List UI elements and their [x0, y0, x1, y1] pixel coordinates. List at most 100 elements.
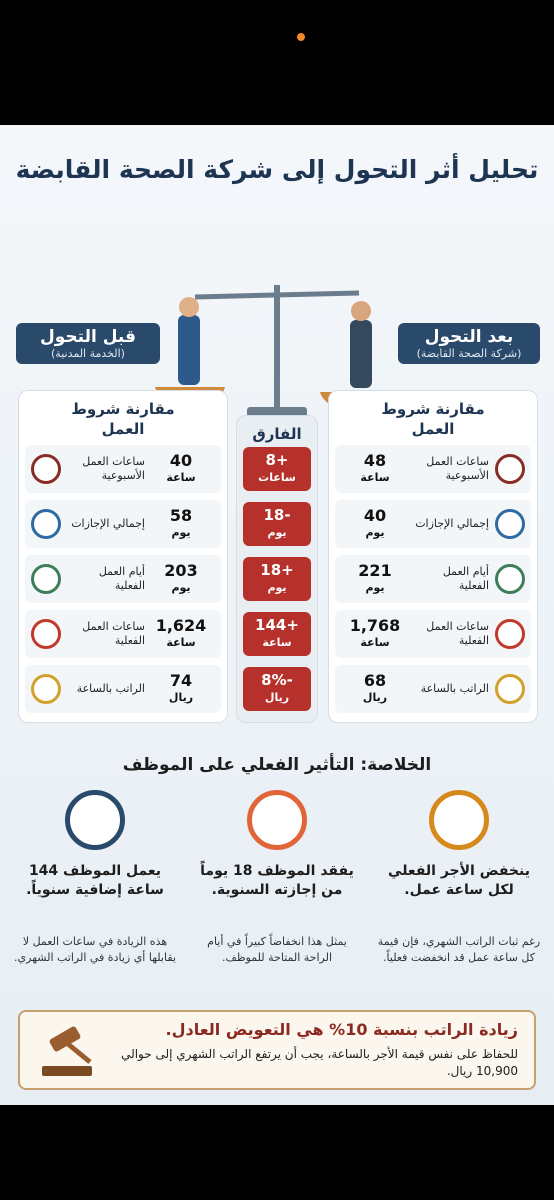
comparison-row: أيام العمل الفعلية 203 يوم — [25, 555, 221, 603]
row-value: 58 يوم — [151, 507, 211, 541]
row-value: 1,768 ساعة — [345, 617, 405, 651]
value: 68 — [363, 671, 387, 690]
before-tag: قبل التحول (الخدمة المدنية) — [16, 323, 160, 364]
unit: ساعة — [360, 636, 390, 649]
value: 1,624 — [155, 616, 207, 635]
row-name: ساعات العمل الأسبوعية — [82, 455, 145, 482]
comparison-row: ساعات العمل الفعلية 1,624 ساعة — [25, 610, 221, 658]
value: 58 — [169, 506, 193, 525]
title: تحليل أثر التحول إلى شركة الصحة القابضة — [15, 155, 539, 184]
diff-row: -18 يوم — [243, 502, 311, 546]
row-value: 48 ساعة — [345, 452, 405, 486]
row-icon — [495, 509, 525, 539]
summary-item-text: رغم ثبات الراتب الشهري، فإن قيمة كل ساعة… — [377, 935, 541, 964]
value: 203 — [164, 561, 198, 580]
row-icon — [31, 564, 61, 594]
value: 221 — [358, 561, 392, 580]
row-icon — [31, 674, 61, 704]
summary-title: الخلاصة: التأثير الفعلي على الموظف — [122, 755, 432, 775]
value: 48 — [363, 451, 387, 470]
unit: ريال — [362, 691, 388, 704]
diff-unit: يوم — [267, 581, 287, 594]
diff-row: +8 ساعات — [243, 447, 311, 491]
unit: ساعة — [166, 636, 196, 649]
unit: ساعة — [360, 471, 390, 484]
row-name: إجمالي الإجازات — [71, 517, 145, 530]
comparison-row: الراتب بالساعة 68 ريال — [335, 665, 531, 713]
row-name: ساعات العمل الفعلية — [82, 620, 145, 647]
summary-item: يفقد الموظف 18 يوماً من إجازته السنوية. ي… — [192, 790, 362, 1000]
before-column: مقارنة شروط العمل ساعات العمل الأسبوعية 4… — [18, 390, 228, 723]
row-name: إجمالي الإجازات — [415, 517, 489, 530]
row-value: 40 يوم — [345, 507, 405, 541]
summary-item-title: يفقد الموظف 18 يوماً من إجازته السنوية. — [200, 863, 354, 898]
summary-icon — [65, 790, 125, 850]
summary-item: ينخفض الأجر الفعلي لكل ساعة عمل. رغم ثبات… — [374, 790, 544, 1000]
row-name: الراتب بالساعة — [76, 682, 145, 695]
after-column: مقارنة شروط العمل ساعات العمل الأسبوعية 4… — [328, 390, 538, 723]
unit: يوم — [365, 526, 385, 539]
summary-item: يعمل الموظف 144 ساعة إضافية سنوياً. هذه ا… — [10, 790, 180, 1000]
row-name: ساعات العمل الأسبوعية — [426, 455, 489, 482]
diff-value: +18 — [260, 561, 294, 579]
comparison-row: الراتب بالساعة 74 ريال — [25, 665, 221, 713]
summary-item-text: يمثل هذا انخفاضاً كبيراً في أيام الراحة … — [207, 935, 347, 964]
row-name: أيام العمل الفعلية — [98, 565, 145, 592]
diff-value: +8 — [265, 451, 289, 469]
value: 74 — [169, 671, 193, 690]
unit: يوم — [171, 526, 191, 539]
after-sub: (شركة الصحة القابضة) — [416, 347, 522, 360]
gavel-icon — [42, 1026, 92, 1076]
row-icon — [495, 454, 525, 484]
status-dot — [297, 33, 305, 41]
comparison-row: ساعات العمل الأسبوعية 40 ساعة — [25, 445, 221, 493]
value: 1,768 — [349, 616, 401, 635]
conclusion: زيادة الراتب بنسبة 10% هي التعويض العادل… — [18, 1010, 536, 1090]
scale — [178, 285, 372, 417]
unit: ريال — [168, 691, 194, 704]
before-heading: مقارنة شروط العمل — [71, 400, 175, 438]
row-value: 40 ساعة — [151, 452, 211, 486]
row-icon — [31, 619, 61, 649]
row-value: 203 يوم — [151, 562, 211, 596]
row-value: 74 ريال — [151, 672, 211, 706]
diff-heading: الفارق — [252, 425, 302, 443]
diff-row: +18 يوم — [243, 557, 311, 601]
row-name: ساعات العمل الفعلية — [426, 620, 489, 647]
diff-value: +144 — [255, 616, 299, 634]
row-icon — [31, 454, 61, 484]
summary-icon — [247, 790, 307, 850]
diff-column: الفارق +8 ساعات -18 يوم +18 يوم +144 ساعة -8% ريا… — [236, 415, 318, 723]
summary-icon — [429, 790, 489, 850]
diff-row: +144 ساعة — [243, 612, 311, 656]
diff-value: -8% — [261, 671, 293, 689]
row-icon — [31, 509, 61, 539]
row-icon — [495, 619, 525, 649]
summary-item-text: هذه الزيادة في ساعات العمل لا يقابلها أي… — [14, 935, 176, 964]
diff-row: -8% ريال — [243, 667, 311, 711]
row-value: 68 ريال — [345, 672, 405, 706]
after-heading: مقارنة شروط العمل — [381, 400, 485, 438]
diff-unit: ريال — [264, 691, 290, 704]
row-name: الراتب بالساعة — [420, 682, 489, 695]
before-sub: (الخدمة المدنية) — [51, 347, 125, 360]
before-label: قبل التحول — [40, 327, 136, 347]
unit: يوم — [171, 581, 191, 594]
comparison-row: إجمالي الإجازات 40 يوم — [335, 500, 531, 548]
summary-item-title: ينخفض الأجر الفعلي لكل ساعة عمل. — [388, 863, 530, 898]
conclusion-text: للحفاظ على نفس قيمة الأجر بالساعة، يجب أ… — [121, 1047, 518, 1078]
diff-unit: ساعات — [258, 471, 296, 484]
comparison-row: ساعات العمل الفعلية 1,768 ساعة — [335, 610, 531, 658]
comparison-row: إجمالي الإجازات 58 يوم — [25, 500, 221, 548]
row-value: 221 يوم — [345, 562, 405, 596]
after-label: بعد التحول — [424, 327, 514, 347]
diff-unit: ساعة — [262, 636, 292, 649]
row-icon — [495, 564, 525, 594]
diff-value: -18 — [263, 506, 291, 524]
row-icon — [495, 674, 525, 704]
value: 40 — [363, 506, 387, 525]
unit: ساعة — [166, 471, 196, 484]
infographic: تحليل أثر التحول إلى شركة الصحة القابضة … — [0, 125, 554, 1105]
comparison-row: أيام العمل الفعلية 221 يوم — [335, 555, 531, 603]
